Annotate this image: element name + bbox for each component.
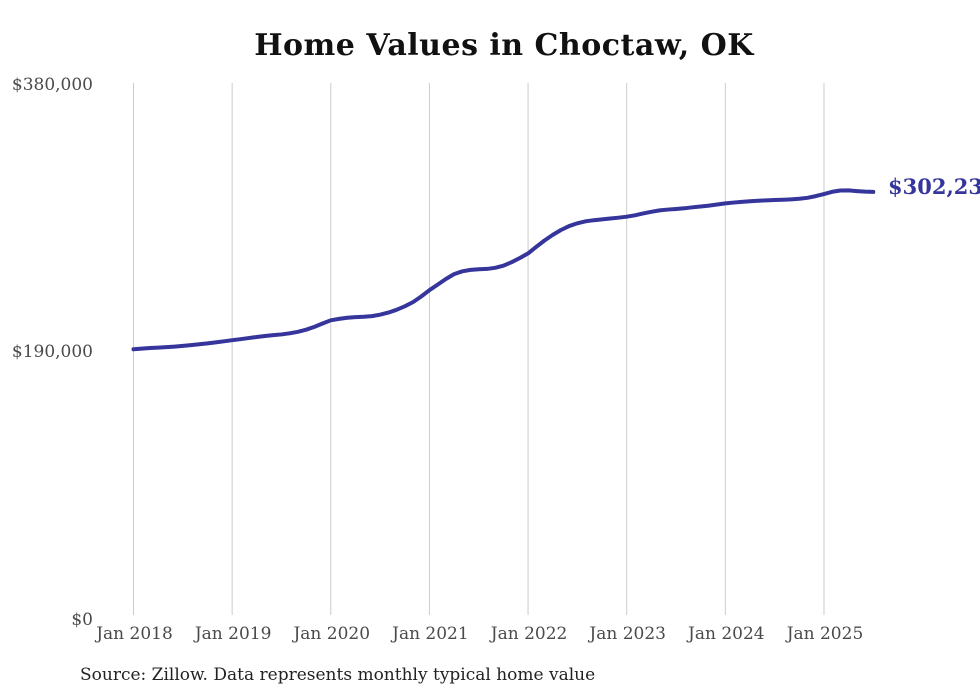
home-value-series-line <box>131 188 876 352</box>
x-axis-tick-label: Jan 2021 <box>390 624 469 644</box>
y-axis-tick-380000: $380,000 <box>11 75 93 95</box>
latest-value-label: $302,231 <box>888 174 980 199</box>
x-axis-tick-label: Jan 2018 <box>94 624 173 644</box>
y-axis-tick-190000: $190,000 <box>11 342 93 362</box>
x-axis-tick-label: Jan 2024 <box>686 624 765 644</box>
x-axis-tick-label: Jan 2025 <box>785 624 864 644</box>
source-note: Source: Zillow. Data represents monthly … <box>80 665 596 685</box>
x-axis-tick-label: Jan 2023 <box>587 624 666 644</box>
x-axis-tick-label: Jan 2022 <box>489 624 568 644</box>
x-axis-tick-label: Jan 2019 <box>193 624 272 644</box>
x-axis-tick-label: Jan 2020 <box>291 624 370 644</box>
y-axis-tick-0: $0 <box>71 610 93 630</box>
chart-title: Home Values in Choctaw, OK <box>254 28 754 63</box>
